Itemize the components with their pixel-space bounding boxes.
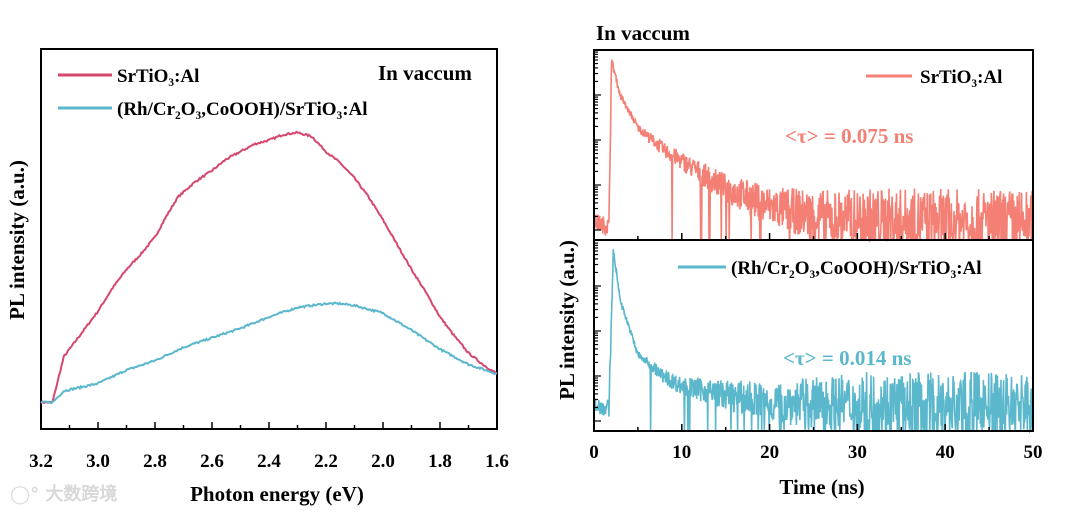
x-tick-label: 2.2 — [314, 451, 338, 472]
decay-series-0 — [593, 58, 1034, 244]
series-line-1 — [40, 301, 498, 405]
left-series — [40, 130, 498, 405]
legend-label-rh-cr2o3-decay: (Rh/Cr₂O₃,CoOOH)/SrTiO₃:Al — [731, 258, 982, 279]
decay-series-1 — [593, 249, 1034, 434]
watermark: ◯° 大数跨境 — [10, 483, 117, 505]
right-series — [593, 58, 1034, 434]
right-chart-title: In vaccum — [596, 21, 690, 45]
x-tick-label: 2.6 — [200, 451, 224, 472]
legend-label-srtio3-decay: SrTiO₃:Al — [920, 67, 1002, 88]
x-tick-label: 2.8 — [143, 451, 167, 472]
right-ticks: 0 10 20 30 40 50 — [589, 51, 1043, 463]
x-tick-label: 0 — [589, 442, 599, 463]
lifetime-label-srtio3: <τ> = 0.075 ns — [785, 124, 913, 148]
lifetime-label-rh-cr2o3: <τ> = 0.014 ns — [783, 346, 911, 370]
series-line-0 — [40, 130, 498, 404]
legend-label-srtio3: SrTiO₃:Al — [117, 66, 199, 87]
x-tick-label: 30 — [848, 442, 867, 463]
right-y-axis-title: PL intensity (a.u.) — [555, 240, 579, 400]
x-tick-label: 1.8 — [428, 451, 452, 472]
x-tick-label: 40 — [936, 442, 955, 463]
pl-spectrum-chart: 3.2 3.0 2.8 2.6 2.4 2.2 2.0 1.8 1.6 SrTiO₃:Al (R… — [5, 48, 509, 506]
right-x-axis-title: Time (ns) — [779, 475, 864, 499]
x-tick-label: 2.4 — [257, 451, 281, 472]
x-tick-label: 2.0 — [371, 451, 395, 472]
x-tick-label: 1.6 — [485, 451, 509, 472]
left-x-axis-title: Photon energy (eV) — [190, 482, 364, 506]
left-y-axis-title: PL intensity (a.u.) — [5, 160, 29, 320]
in-vaccum-annotation: In vaccum — [378, 61, 472, 85]
pl-decay-chart: In vaccum 0 10 20 30 40 50 SrTiO₃:Al <τ> = 0.… — [555, 21, 1043, 499]
x-tick-label: 3.0 — [86, 451, 110, 472]
left-x-ticks: 3.2 3.0 2.8 2.6 2.4 2.2 2.0 1.8 1.6 — [29, 422, 509, 472]
x-tick-label: 3.2 — [29, 451, 53, 472]
x-tick-label: 10 — [672, 442, 691, 463]
legend-label-rh-cr2o3: (Rh/Cr₂O₃,CoOOH)/SrTiO₃:Al — [117, 99, 368, 120]
x-tick-label: 20 — [760, 442, 779, 463]
x-tick-label: 50 — [1024, 442, 1043, 463]
